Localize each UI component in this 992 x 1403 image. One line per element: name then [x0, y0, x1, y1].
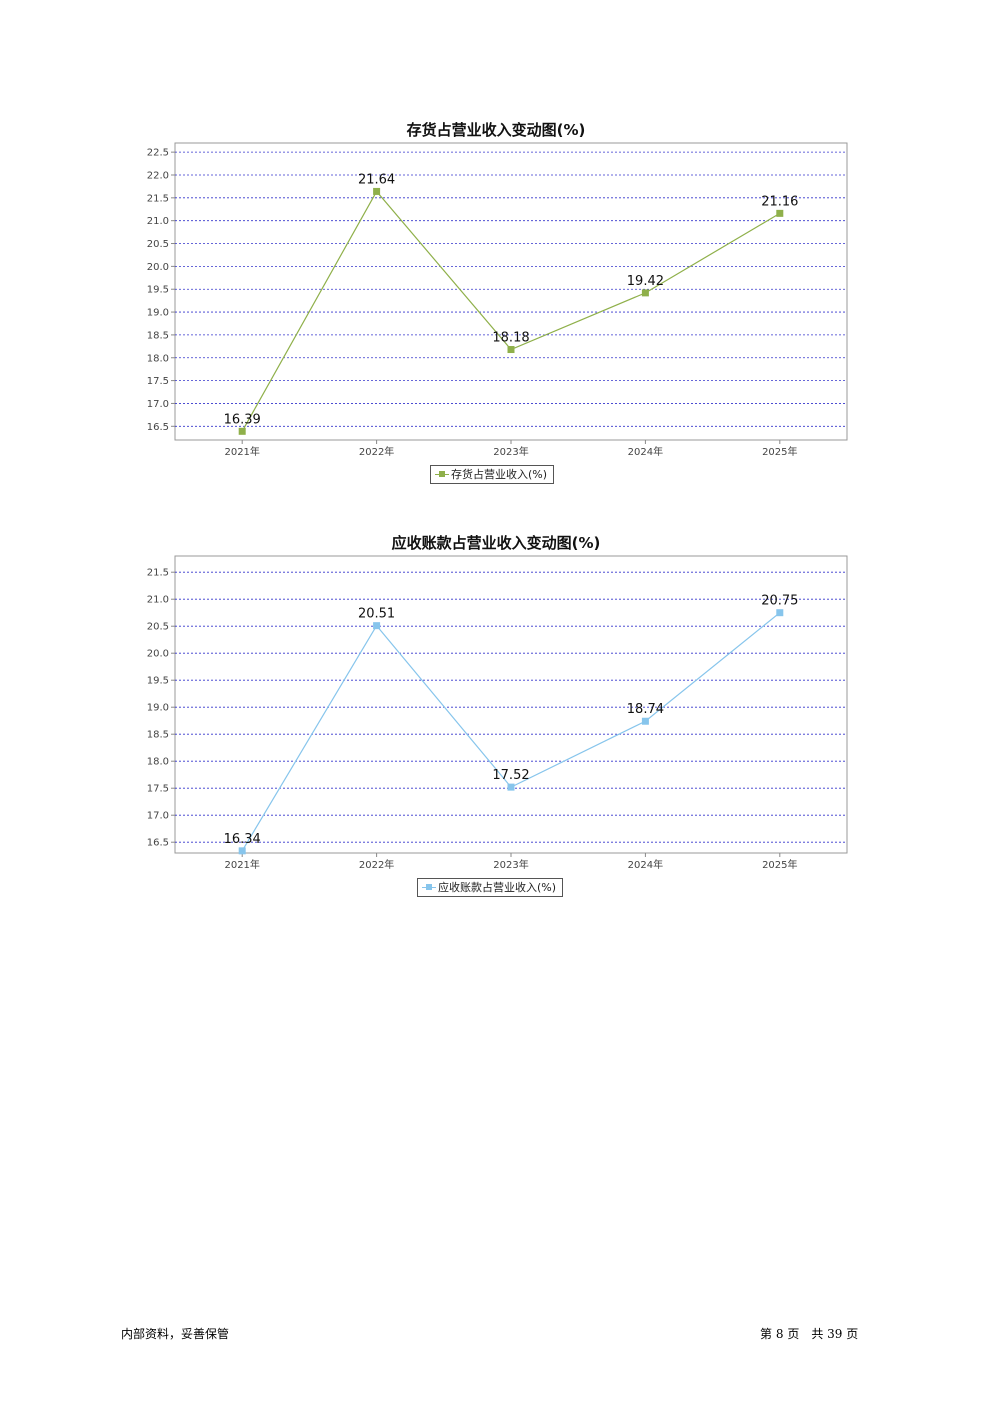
chart-2-title: 应收账款占营业收入变动图(%): [391, 534, 601, 552]
footer-confidential-note: 内部资料，妥善保管: [121, 1327, 230, 1341]
y-tick-label: 20.0: [147, 649, 169, 660]
data-point-marker: [373, 622, 381, 630]
data-label: 16.34: [224, 832, 261, 847]
y-tick-label: 19.5: [147, 285, 169, 296]
y-tick-label: 17.5: [147, 784, 169, 795]
y-tick-label: 17.0: [147, 811, 169, 822]
chart-2-legend-label: 应收账款占营业收入(%): [438, 881, 557, 894]
y-tick-label: 18.0: [147, 757, 169, 768]
data-point-marker: [776, 609, 784, 617]
y-tick-label: 22.5: [147, 148, 169, 159]
x-tick-label: 2025年: [762, 858, 797, 871]
footer-current-page: 8: [775, 1327, 784, 1341]
y-tick-label: 21.0: [147, 595, 169, 606]
data-point-marker: [238, 847, 246, 855]
y-tick-label: 17.0: [147, 399, 169, 410]
data-label: 19.42: [627, 274, 664, 289]
y-tick-label: 19.5: [147, 676, 169, 687]
chart-1: 22.5 22.0 21.5 21.0 20.5 20.0 19.5 19.0 18.5 18.0…: [147, 142, 848, 458]
x-tick-label: 2024年: [628, 858, 663, 871]
data-label: 21.64: [358, 172, 395, 187]
data-point-marker: [507, 783, 515, 791]
chart-1-legend-label: 存货占营业收入(%): [451, 468, 548, 481]
y-tick-label: 18.5: [147, 330, 169, 341]
footer-page-mid: 页 共: [787, 1327, 824, 1341]
data-point-marker: [238, 427, 246, 435]
footer-page-number: 第 8 页 共 39 页: [760, 1325, 858, 1342]
y-tick-label: 16.5: [147, 838, 169, 849]
data-label: 17.52: [492, 768, 529, 783]
data-label: 16.39: [224, 412, 261, 427]
legend-swatch-icon: [422, 882, 436, 892]
chart-1-legend: 存货占营业收入(%): [430, 465, 555, 484]
y-tick-label: 18.0: [147, 353, 169, 364]
footer-page-prefix: 第: [760, 1327, 773, 1341]
legend-swatch-icon: [435, 469, 449, 479]
y-tick-label: 19.0: [147, 703, 169, 714]
x-tick-label: 2024年: [628, 445, 663, 458]
y-tick-label: 18.5: [147, 730, 169, 741]
y-tick-label: 21.0: [147, 216, 169, 227]
chart-2-legend: 应收账款占营业收入(%): [417, 878, 564, 897]
x-tick-label: 2021年: [224, 858, 259, 871]
x-tick-label: 2025年: [762, 445, 797, 458]
y-tick-label: 17.5: [147, 376, 169, 387]
data-label: 21.16: [761, 194, 798, 209]
y-tick-label: 20.5: [147, 239, 169, 250]
y-tick-label: 20.5: [147, 622, 169, 633]
plot-area: [174, 142, 848, 441]
x-tick-label: 2021年: [224, 445, 259, 458]
y-tick-label: 19.0: [147, 308, 169, 319]
data-point-marker: [507, 346, 515, 354]
x-tick-label: 2023年: [493, 858, 528, 871]
y-tick-label: 22.0: [147, 170, 169, 181]
data-label: 18.18: [492, 331, 529, 346]
data-label: 20.75: [761, 594, 798, 609]
data-label: 18.74: [627, 702, 664, 717]
chart-1-title: 存货占营业收入变动图(%): [406, 121, 586, 139]
data-point-marker: [776, 209, 784, 217]
y-tick-label: 20.0: [147, 262, 169, 273]
footer-total-pages: 39: [827, 1327, 843, 1341]
footer-page-suffix: 页: [846, 1327, 859, 1341]
x-tick-label: 2022年: [359, 858, 394, 871]
plot-area: [174, 555, 848, 854]
data-point-marker: [373, 187, 381, 195]
chart-2: 21.5 21.0 20.5 20.0 19.5 19.0 18.5 18.0 17.5 17.0…: [147, 555, 848, 871]
y-tick-label: 16.5: [147, 422, 169, 433]
data-label: 20.51: [358, 607, 395, 622]
x-tick-label: 2022年: [359, 445, 394, 458]
y-tick-label: 21.5: [147, 568, 169, 579]
y-tick-label: 21.5: [147, 193, 169, 204]
data-point-marker: [641, 289, 649, 297]
data-point-marker: [641, 717, 649, 725]
x-tick-label: 2023年: [493, 445, 528, 458]
